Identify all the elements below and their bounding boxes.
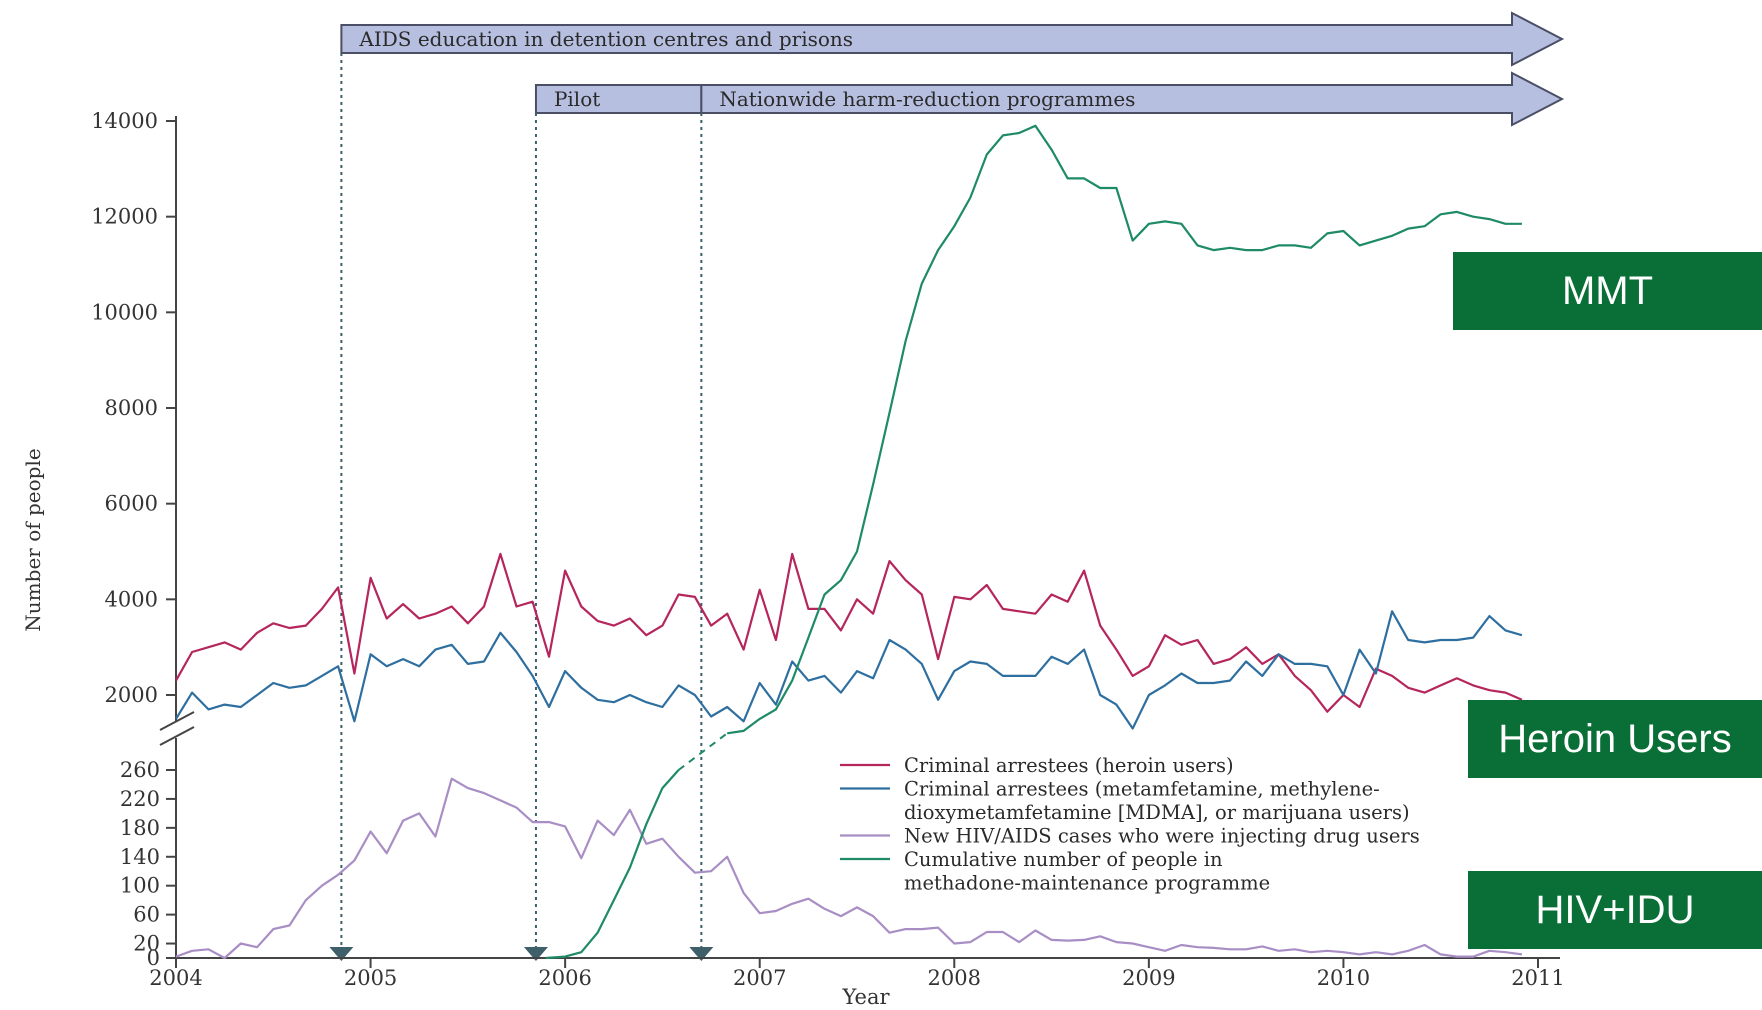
heroin-users-callout: Heroin Users [1468, 700, 1762, 778]
y-tick-label: 8000 [105, 396, 158, 420]
x-tick-label: 2008 [928, 966, 981, 990]
y-tick-label: 14000 [91, 109, 158, 133]
y-tick-label: 140 [120, 845, 160, 869]
axes: 14000 12000 10000 8000 6000 4000 2000 260 220 180… [91, 109, 1565, 990]
x-tick-label: 2007 [733, 966, 786, 990]
y-tick-label: 4000 [105, 587, 158, 611]
series-line-mmt-lower [545, 769, 680, 960]
y-tick-label: 0 [147, 946, 160, 970]
event-marker-triangle [689, 947, 714, 961]
banner-label: Pilot [554, 87, 600, 111]
x-tick-label: 2011 [1511, 966, 1564, 990]
series-line-mmt-bridge [677, 732, 728, 771]
programme-banners: AIDS education in detention centres and … [340, 11, 1565, 127]
banner-arrow [340, 11, 1565, 67]
hiv-idu-callout: HIV+IDU [1468, 871, 1762, 949]
series-line-mdma-arrestees [175, 610, 1523, 730]
y-tick-label: 10000 [91, 300, 158, 324]
y-tick-label: 20 [133, 932, 160, 956]
legend-label: Cumulative number of people in [904, 848, 1223, 871]
y-tick-label: 100 [120, 874, 160, 898]
y-tick-label: 260 [120, 758, 160, 782]
event-markers [329, 53, 714, 961]
y-tick-label: 12000 [91, 205, 158, 229]
legend-label: Criminal arrestees (metamfetamine, methy… [904, 778, 1380, 801]
legend: Criminal arrestees (heroin users)Crimina… [840, 754, 1420, 895]
banner-label: Nationwide harm-reduction programmes [719, 87, 1135, 111]
y-tick-label: 6000 [105, 492, 158, 516]
legend-label: methadone-maintenance programme [904, 872, 1270, 895]
x-tick-label: 2004 [149, 966, 202, 990]
y-tick-label: 60 [133, 903, 160, 927]
y-tick-label: 2000 [105, 683, 158, 707]
y-tick-label: 180 [120, 816, 160, 840]
event-marker-triangle [329, 947, 354, 961]
series-line-heroin-arrestees [175, 552, 1523, 713]
x-tick-label: 2006 [538, 966, 591, 990]
x-tick-label: 2010 [1317, 966, 1370, 990]
y-tick-label: 220 [120, 787, 160, 811]
legend-label: dioxymetamfetamine [MDMA], or marijuana … [904, 801, 1410, 824]
x-axis-title: Year [841, 985, 890, 1009]
banner-arrow [700, 71, 1565, 127]
series-lines [175, 124, 1523, 960]
x-tick-label: 2009 [1122, 966, 1175, 990]
banner-label: AIDS education in detention centres and … [358, 27, 853, 51]
x-tick-label: 2005 [344, 966, 397, 990]
event-marker-triangle [523, 947, 548, 961]
y-axis-title: Number of people [21, 448, 45, 631]
mmt-callout: MMT [1453, 252, 1762, 330]
axis-break-mark [159, 711, 195, 731]
legend-label: Criminal arrestees (heroin users) [904, 754, 1234, 777]
legend-label: New HIV/AIDS cases who were injecting dr… [904, 825, 1420, 848]
series-line-hiv-idu [175, 777, 1523, 960]
series-line-mmt-upper [727, 124, 1522, 735]
axis-break-mark [159, 726, 195, 746]
